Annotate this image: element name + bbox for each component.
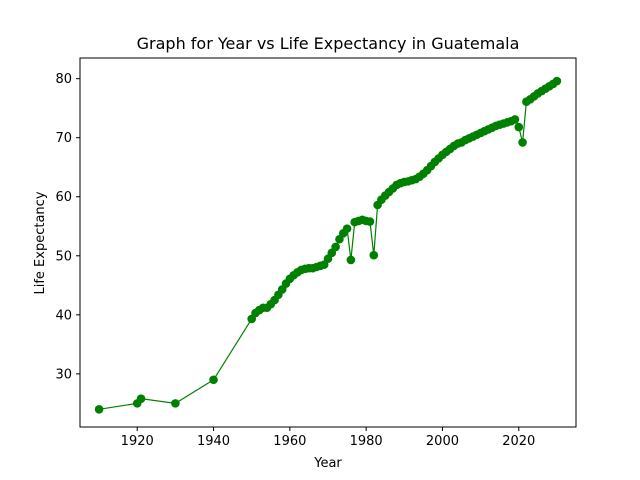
- data-point: [346, 255, 356, 265]
- x-tick-label: 1980: [350, 434, 383, 449]
- data-point: [510, 115, 520, 124]
- y-tick-label: 30: [55, 367, 72, 382]
- x-tick-label: 1940: [197, 434, 230, 449]
- y-tick-label: 50: [55, 249, 72, 264]
- data-point: [136, 394, 146, 403]
- x-tick-label: 2020: [502, 434, 535, 449]
- data-point: [369, 250, 379, 260]
- data-point: [518, 138, 527, 147]
- data-point: [365, 217, 375, 226]
- plot-area: [94, 76, 562, 414]
- data-point: [552, 76, 562, 86]
- y-tick-label: 40: [55, 308, 72, 323]
- chart-title: Graph for Year vs Life Expectancy in Gua…: [137, 34, 520, 53]
- y-tick-label: 60: [55, 190, 72, 205]
- x-tick-label: 2000: [426, 434, 459, 449]
- data-point: [94, 404, 104, 414]
- data-point: [209, 375, 218, 385]
- data-point: [171, 399, 180, 408]
- data-point: [514, 122, 524, 132]
- y-tick-label: 70: [55, 131, 72, 146]
- axes-frame: [79, 57, 577, 428]
- data-point: [342, 224, 352, 233]
- x-tick-label: 1920: [121, 434, 154, 449]
- x-axis-label: Year: [313, 456, 342, 471]
- y-axis-label: Life Expectancy: [33, 191, 48, 294]
- y-tick-label: 80: [55, 72, 72, 87]
- data-point: [331, 242, 340, 252]
- x-tick-label: 1960: [273, 434, 306, 449]
